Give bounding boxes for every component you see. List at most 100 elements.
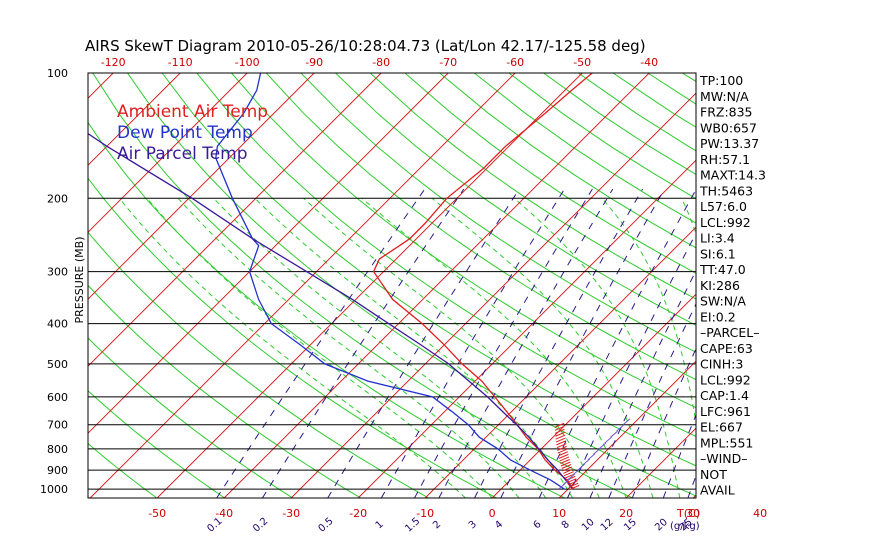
index-item: –PARCEL– [700,325,759,340]
index-item: LCL:992 [700,215,751,230]
pressure-tick-label: 300 [47,266,68,279]
mixing-ratio-line [216,188,426,498]
pressure-tick-label: 200 [47,192,68,205]
parcel-hatch [557,445,567,451]
index-item: CAP:1.4 [700,388,749,403]
wind-barb [577,463,585,471]
adiabat-line [300,73,696,353]
isotherm-line [290,92,696,498]
mixing-ratio-lines [216,188,696,498]
pressure-tick-label: 400 [47,318,68,331]
adiabat-line [404,73,696,274]
bottom-temp-tick-label: 0 [489,507,496,520]
sounding-profiles [88,73,593,490]
pressure-tick-label: 900 [47,464,68,477]
wind-barb [587,453,596,461]
isotherm-line [88,73,114,99]
bottom-temp-tick-label: 10 [552,507,566,520]
parcel-hatch [558,451,568,457]
index-item: SW:N/A [700,294,746,309]
isotherm-line [0,73,46,498]
parcel-hatch [565,475,576,481]
top-temp-tick-label: -70 [439,56,457,69]
mixing-ratio-line [567,232,696,498]
index-item: WB0:657 [700,120,757,135]
pressure-tick-label: 600 [47,391,68,404]
adiabat-line [88,284,361,498]
adiabat-line [265,73,696,381]
top-temp-tick-label: -80 [372,56,390,69]
bottom-temp-tick-label: -50 [148,507,166,520]
parcel-hatch [563,471,574,477]
index-item: EL:667 [700,420,743,435]
mixing-ratio-tick-label: 6 [532,519,544,531]
isotherm-line [88,73,248,233]
pressure-tick-label: 800 [47,443,68,456]
mixing-ratio-tick-label: 12 [599,517,616,534]
isotherm-line [88,73,315,300]
parcel-hatch [557,448,568,454]
adiabat-line [92,73,633,498]
moist-adiabat-line [213,197,547,498]
parcel-hatch [558,453,569,459]
mixing-ratio-tick-label: 1 [374,519,386,531]
temp-unit-label: T(C) [676,507,700,520]
wind-barb [593,448,601,455]
ambient-air-temp-line [372,73,593,490]
isotherm-line [558,360,696,498]
pressure-tick-label: 500 [47,358,68,371]
adiabat-line [88,121,565,498]
index-item: MAXT:14.3 [700,168,766,183]
wind-barbs [558,418,631,490]
moist-adiabat-line [146,197,493,498]
isotherm-line [223,73,650,498]
mixing-ratio-tick-label: 8 [560,519,572,531]
index-item: TH:5463 [699,183,753,198]
top-temp-tick-label: -60 [506,56,524,69]
index-item: TT:47.0 [699,262,746,277]
mixing-ratio-line [608,302,696,498]
parcel-hatch [559,456,570,462]
bottom-temp-tick-label: -30 [282,507,300,520]
diagram-grid [0,73,870,498]
top-temp-tick-label: -120 [101,56,126,69]
mixing-ratio-tick-label: 0.5 [316,516,335,535]
mixing-ratio-tick-label: 2 [431,519,443,531]
mixing-ratio-line [538,188,696,498]
isotherm-lines [0,73,870,498]
parcel-hatch [568,482,579,488]
mixing-ratio-unit-label: (g/kg) [670,521,700,532]
wind-barb [562,478,571,485]
parcel-hatch [556,443,567,449]
parcel-hatch [554,425,565,431]
mixing-ratio-line [261,188,465,498]
wind-barb [582,458,591,466]
mixing-ratio-line [327,188,520,498]
adiabat-line [88,390,225,498]
index-item: FRZ:835 [700,105,753,120]
isotherm-line [88,73,449,434]
moist-adiabat-line [303,197,600,498]
wind-barb [598,442,607,450]
pressure-tick-labels: 100 200 300 400 500 600 700 800 900 1000 [40,67,68,496]
isotherm-line [827,73,870,498]
moist-adiabat-line [177,197,520,498]
mixing-ratio-tick-label: 4 [493,519,505,531]
moist-adiabat-line [119,197,466,498]
index-item: LI:3.4 [700,231,735,246]
isotherm-line [88,73,382,367]
parcel-hatch [555,437,566,443]
adiabat-line [369,73,696,300]
moist-adiabat-line [431,197,654,498]
pressure-tick-label: 1000 [40,483,68,496]
parcel-hatch [566,478,577,484]
index-item: PW:13.37 [700,136,759,151]
mixing-ratio-line [631,347,696,498]
top-temp-tick-label: -40 [640,56,658,69]
parcel-hatch [555,434,566,440]
index-item: CINH:3 [700,357,743,372]
parcel-hatch [561,464,572,469]
parcel-hatch [554,428,565,434]
